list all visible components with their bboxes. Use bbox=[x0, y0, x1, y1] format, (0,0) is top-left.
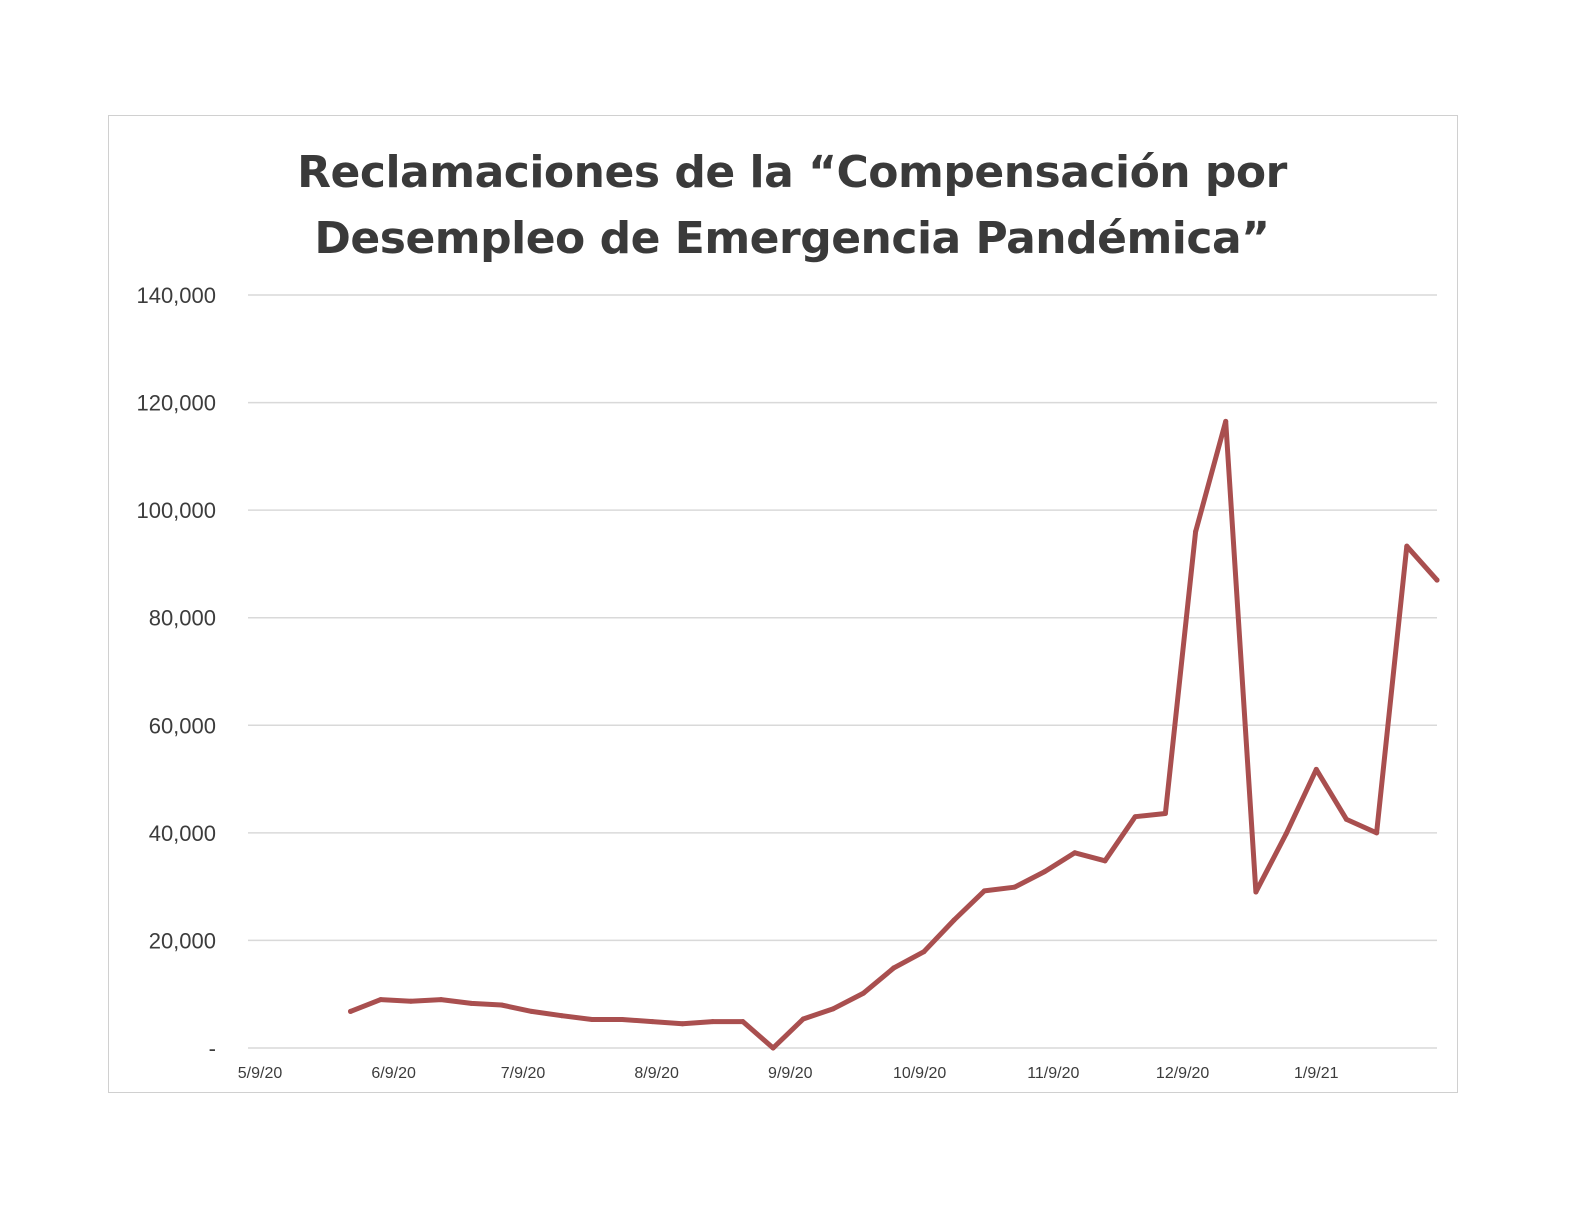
data-point bbox=[981, 888, 987, 894]
chart-title-line-2: Desempleo de Emergencia Pandémica” bbox=[314, 213, 1270, 264]
data-point bbox=[559, 1013, 565, 1019]
data-point bbox=[619, 1016, 625, 1022]
y-tick-label: 140,000 bbox=[136, 283, 216, 308]
data-point bbox=[680, 1021, 686, 1027]
y-tick-label: 100,000 bbox=[136, 498, 216, 523]
data-point bbox=[770, 1045, 776, 1051]
chart-title: Reclamaciones de la “Compensación por De… bbox=[0, 140, 1584, 272]
data-point bbox=[1011, 884, 1017, 890]
y-tick-label: - bbox=[209, 1036, 216, 1061]
x-tick-label: 11/9/20 bbox=[1027, 1065, 1079, 1082]
data-point bbox=[710, 1019, 716, 1025]
data-point bbox=[1072, 850, 1078, 856]
y-axis-tick-labels: - 20,000 40,000 60,000 80,000 100,000 120,000 1… bbox=[136, 283, 216, 1061]
data-point bbox=[529, 1008, 535, 1014]
x-tick-label: 6/9/20 bbox=[371, 1065, 416, 1082]
y-tick-label: 80,000 bbox=[149, 606, 216, 631]
data-point bbox=[1374, 830, 1380, 836]
y-tick-label: 120,000 bbox=[136, 391, 216, 416]
data-point bbox=[1223, 418, 1229, 424]
data-point bbox=[589, 1016, 595, 1022]
series-layer bbox=[348, 418, 1440, 1051]
x-tick-label: 8/9/20 bbox=[634, 1065, 679, 1082]
data-point bbox=[800, 1016, 806, 1022]
data-point bbox=[921, 949, 927, 955]
data-point bbox=[1404, 543, 1410, 549]
x-tick-label: 10/9/20 bbox=[893, 1065, 946, 1082]
x-tick-label: 9/9/20 bbox=[768, 1065, 813, 1082]
chart-frame bbox=[108, 115, 1458, 1093]
data-point bbox=[348, 1008, 354, 1014]
data-point bbox=[468, 1000, 474, 1006]
data-point bbox=[498, 1002, 504, 1008]
data-point bbox=[1162, 810, 1168, 816]
data-point bbox=[1283, 831, 1289, 837]
data-point bbox=[830, 1006, 836, 1012]
data-point bbox=[438, 997, 444, 1003]
data-point bbox=[861, 990, 867, 996]
data-point bbox=[649, 1019, 655, 1025]
data-point bbox=[1313, 766, 1319, 772]
series-line bbox=[348, 418, 1440, 1051]
data-point bbox=[1132, 814, 1138, 820]
data-point bbox=[891, 965, 897, 971]
y-tick-label: 20,000 bbox=[149, 928, 216, 953]
x-axis-tick-labels: 5/9/20 6/9/20 7/9/20 8/9/20 9/9/20 10/9/20 11/… bbox=[238, 1065, 1339, 1082]
data-point bbox=[1343, 816, 1349, 822]
data-point bbox=[1253, 889, 1259, 895]
chart-title-line-1: Reclamaciones de la “Compensación por bbox=[297, 147, 1287, 198]
data-point bbox=[1102, 858, 1108, 864]
gridlines bbox=[248, 294, 1437, 1049]
x-tick-label: 12/9/20 bbox=[1156, 1065, 1209, 1082]
y-tick-label: 60,000 bbox=[149, 713, 216, 738]
data-point bbox=[1193, 529, 1199, 535]
data-point bbox=[1434, 577, 1440, 583]
x-tick-label: 1/9/21 bbox=[1294, 1065, 1339, 1082]
data-point bbox=[951, 917, 957, 923]
data-point bbox=[740, 1019, 746, 1025]
data-point bbox=[378, 997, 384, 1003]
y-tick-label: 40,000 bbox=[149, 821, 216, 846]
data-point bbox=[408, 998, 414, 1004]
x-tick-label: 5/9/20 bbox=[238, 1065, 283, 1082]
x-tick-label: 7/9/20 bbox=[501, 1065, 546, 1082]
data-point bbox=[1042, 869, 1048, 875]
